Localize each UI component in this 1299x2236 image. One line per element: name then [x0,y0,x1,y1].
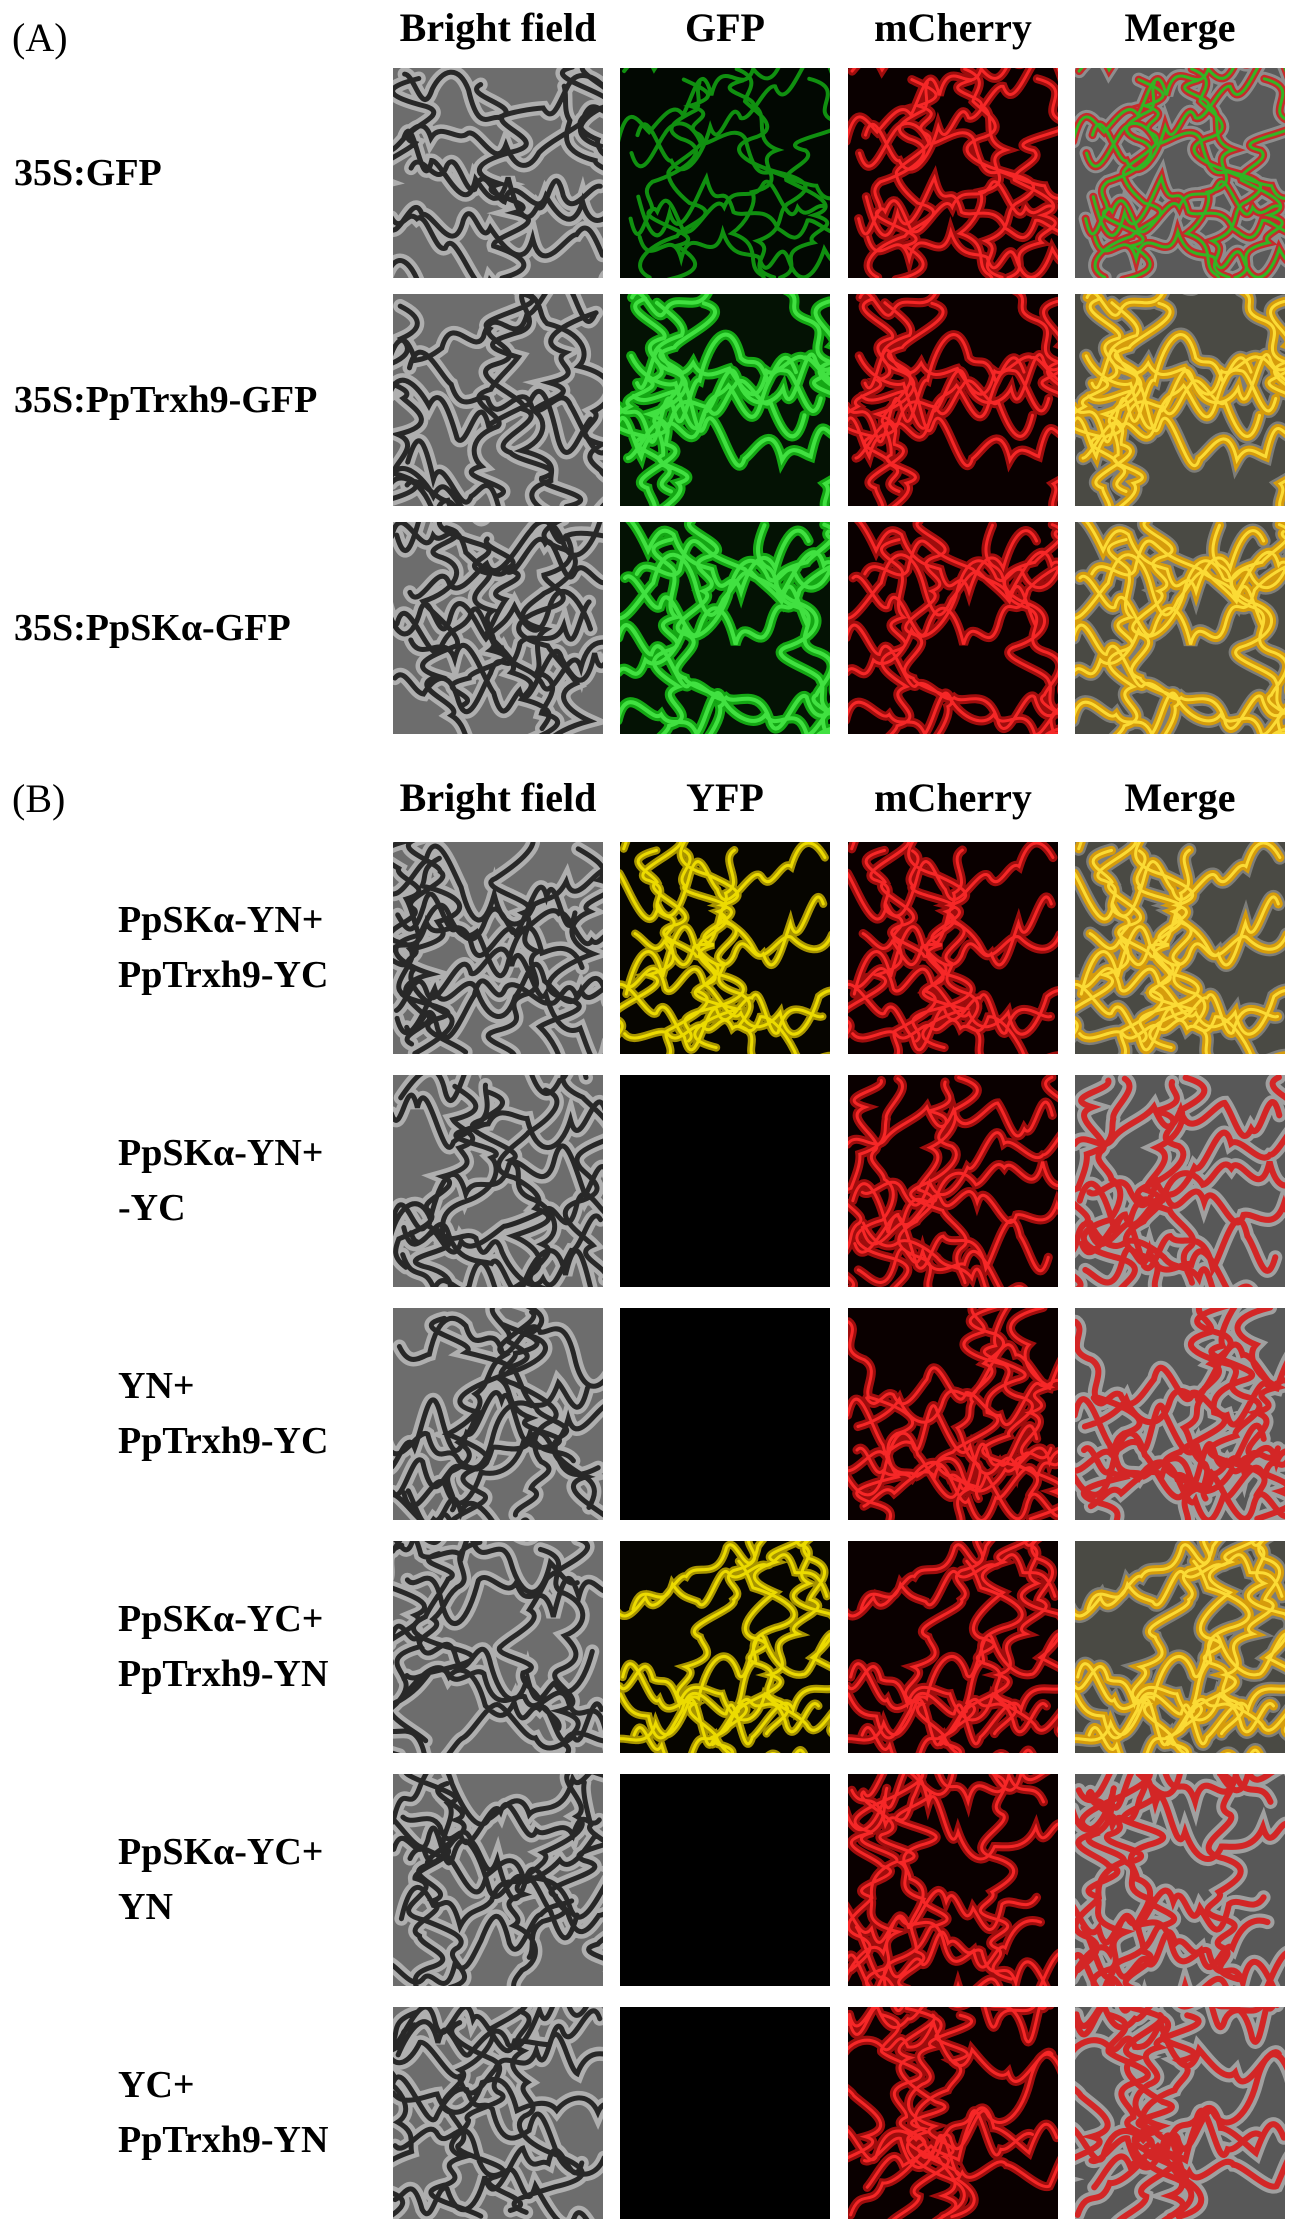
micrograph-merge [1075,1308,1285,1520]
row-label: 35S:GFP [14,146,162,201]
micrograph-channel [620,1308,830,1520]
micrograph-mcherry [848,294,1058,506]
row-label: PpSKα-YN+ -YC [118,1126,323,1236]
micrograph-channel [620,1541,830,1753]
micrograph-merge [1075,842,1285,1054]
micrograph-mcherry [848,842,1058,1054]
row-label-line: 35S:PpSKα-GFP [14,606,291,649]
row-label-line: -YC [118,1187,186,1230]
row-label-line: PpTrxh9-YN [118,1653,329,1696]
micrograph-mcherry [848,1541,1058,1753]
micrograph-bright-field [393,2007,603,2219]
micrograph-bright-field [393,842,603,1054]
micrograph-mcherry [848,68,1058,278]
micrograph-channel [620,522,830,734]
micrograph-mcherry [848,1308,1058,1520]
row-label-line: PpSKα-YC+ [118,1831,324,1873]
row-label-line: YC+ [118,2064,195,2106]
micrograph-mcherry [848,2007,1058,2219]
row-label-line: YN [118,1886,173,1929]
row-label-line: PpTrxh9-YN [118,2119,329,2162]
column-header: YFP [686,775,764,820]
row-label: YN+ PpTrxh9-YC [118,1359,328,1469]
column-header: Bright field [399,5,597,50]
micrograph-bright-field [393,1541,603,1753]
micrograph-channel [620,1075,830,1287]
micrograph-mcherry [848,1075,1058,1287]
row-label: PpSKα-YC+ PpTrxh9-YN [118,1592,328,1702]
column-header: Bright field [399,775,597,820]
row-label: 35S:PpTrxh9-GFP [14,373,317,428]
micrograph-channel [620,294,830,506]
row-label: 35S:PpSKα-GFP [14,601,291,656]
micrograph-merge [1075,522,1285,734]
row-label-line: PpSKα-YN+ [118,899,324,941]
micrograph-bright-field [393,1774,603,1986]
row-label-line: 35S:GFP [14,151,162,194]
micrograph-mcherry [848,522,1058,734]
row-label-line: PpTrxh9-YC [118,954,329,997]
micrograph-merge [1075,294,1285,506]
column-header: GFP [685,5,765,50]
micrograph-bright-field [393,294,603,506]
micrograph-mcherry [848,1774,1058,1986]
column-header: Merge [1124,5,1236,50]
micrograph-merge [1075,68,1285,278]
row-label: PpSKα-YN+ PpTrxh9-YC [118,893,328,1003]
row-label-line: YN+ [118,1365,195,1407]
row-label-line: 35S:PpTrxh9-GFP [14,378,318,421]
micrograph-channel [620,68,830,278]
micrograph-channel [620,2007,830,2219]
column-header: Merge [1124,775,1236,820]
row-label: PpSKα-YC+ YN [118,1825,323,1935]
row-label-line: PpSKα-YC+ [118,1598,324,1640]
micrograph-merge [1075,1774,1285,1986]
panel-label: (A) [12,15,68,60]
row-label-line: PpTrxh9-YC [118,1420,329,1463]
micrograph-merge [1075,2007,1285,2219]
micrograph-bright-field [393,1075,603,1287]
micrograph-bright-field [393,522,603,734]
micrograph-merge [1075,1541,1285,1753]
micrograph-channel [620,842,830,1054]
micrograph-bright-field [393,1308,603,1520]
panel-label: (B) [12,776,66,821]
column-header: mCherry [874,775,1032,820]
column-header: mCherry [874,5,1032,50]
micrograph-channel [620,1774,830,1986]
row-label-line: PpSKα-YN+ [118,1132,324,1174]
micrograph-merge [1075,1075,1285,1287]
row-label: YC+ PpTrxh9-YN [118,2058,328,2168]
micrograph-bright-field [393,68,603,278]
